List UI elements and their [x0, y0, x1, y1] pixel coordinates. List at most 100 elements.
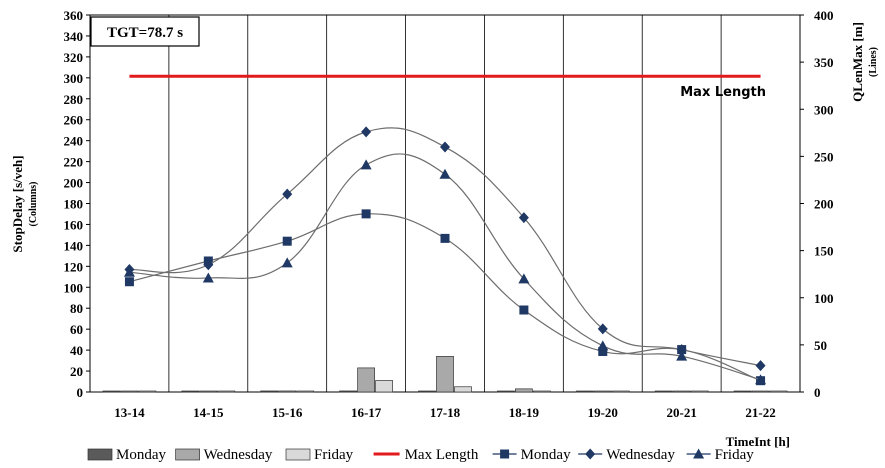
bar-series	[102, 356, 788, 393]
y-left-tick-label: 260	[64, 113, 84, 128]
legend-label: Wednesday	[606, 447, 675, 463]
x-tick-label: 20-21	[666, 405, 696, 420]
x-axis-title: TimeInt [h]	[726, 434, 790, 449]
bar-wednesday	[278, 390, 297, 393]
bar-monday	[654, 390, 673, 393]
x-tick-label: 18-19	[509, 405, 540, 420]
y-left-title: StopDelay [s/veh]	[10, 155, 25, 252]
point-wednesday	[597, 323, 608, 335]
legend-label: Max Length	[405, 447, 479, 463]
max-length-label: Max Length	[680, 85, 766, 100]
point-friday	[439, 168, 451, 179]
line-series	[123, 126, 767, 386]
y-left-tick-label: 0	[77, 385, 84, 400]
bar-friday	[611, 390, 630, 393]
point-friday	[518, 273, 530, 284]
point-monday	[124, 277, 134, 287]
y-left-tick-label: 20	[70, 364, 83, 379]
point-wednesday	[203, 259, 214, 271]
point-wednesday	[676, 344, 687, 356]
bar-wednesday	[751, 390, 770, 393]
x-tick-label: 14-15	[193, 405, 224, 420]
y-right-subtitle: (Lines)	[868, 47, 879, 77]
annotation-text: TGT=78.7 s	[107, 25, 183, 41]
legend: Monday Wednesday Friday Max Length Monday Wed…	[87, 447, 754, 463]
x-tick-label: 15-16	[272, 405, 303, 420]
legend-label: Monday	[521, 447, 571, 463]
point-wednesday	[518, 212, 529, 224]
point-monday	[598, 346, 608, 356]
point-friday	[123, 266, 135, 277]
x-tick-label: 13-14	[114, 405, 145, 420]
y-left-tick-label: 320	[64, 50, 84, 65]
bar-monday	[102, 390, 121, 393]
legend-marker-monday	[500, 449, 510, 459]
bar-monday	[733, 390, 752, 393]
y-right-tick-label: 150	[814, 244, 834, 259]
bar-monday	[497, 390, 515, 393]
bar-wednesday	[120, 390, 139, 393]
bar-monday	[418, 390, 436, 393]
y-left-subtitle: (Columns)	[28, 181, 39, 226]
y-left-tick-label: 180	[64, 197, 84, 212]
y-left-tick-label: 100	[64, 280, 84, 295]
bar-friday	[769, 390, 788, 393]
bar-monday	[575, 390, 594, 393]
bar-wednesday	[593, 390, 612, 393]
y-left-tick-label: 140	[64, 238, 84, 253]
y-right-tick-label: 200	[814, 197, 834, 212]
y-left-tick-label: 240	[64, 134, 84, 149]
bar-friday	[690, 390, 709, 393]
y-left-tick-label: 340	[64, 29, 84, 44]
point-monday	[519, 305, 529, 315]
bar-wednesday	[436, 356, 454, 393]
bar-friday	[533, 390, 551, 393]
point-wednesday	[361, 126, 372, 138]
y-right-tick-label: 350	[814, 55, 834, 70]
point-wednesday	[282, 188, 293, 200]
x-tick-label: 17-18	[430, 405, 461, 420]
bar-wednesday	[672, 390, 691, 393]
y-right-tick-label: 250	[814, 149, 834, 164]
bar-friday	[217, 390, 236, 393]
y-left-tick-label: 40	[70, 343, 83, 358]
axes: 0 20 40 60 80 100 120 140 160 180 200 220 240 260 280 3…	[64, 8, 834, 420]
legend-swatch-monday	[87, 448, 113, 461]
x-tick-label: 21-22	[745, 405, 775, 420]
y-left-tick-label: 80	[70, 301, 83, 316]
y-right-tick-label: 300	[814, 102, 834, 117]
bar-monday	[181, 390, 200, 393]
bar-monday	[339, 390, 357, 393]
bar-friday	[454, 386, 472, 393]
y-left-tick-label: 120	[64, 259, 84, 274]
y-left-tick-label: 60	[70, 322, 83, 337]
vertical-gridlines	[168, 15, 722, 392]
point-friday	[202, 272, 214, 283]
x-tick-label: 19-20	[588, 405, 618, 420]
y-left-tick-label: 360	[64, 8, 84, 23]
bar-friday	[375, 380, 393, 393]
legend-label: Wednesday	[204, 447, 273, 463]
point-wednesday	[440, 141, 450, 153]
bar-wednesday	[515, 388, 533, 393]
point-friday	[360, 159, 372, 170]
y-left-tick-label: 280	[64, 92, 84, 107]
y-left-tick-label: 300	[64, 71, 84, 86]
y-right-tick-label: 400	[814, 8, 834, 23]
point-monday	[440, 233, 450, 243]
point-friday	[676, 350, 688, 361]
y-right-title: QLenMax [m]	[850, 22, 865, 102]
y-left-tick-label: 220	[64, 155, 84, 170]
x-tick-label: 16-17	[351, 405, 382, 420]
point-wednesday	[755, 360, 766, 372]
y-right-tick-label: 50	[814, 338, 827, 353]
y-left-tick-label: 160	[64, 217, 84, 232]
legend-label: Friday	[314, 447, 354, 463]
point-friday	[281, 257, 293, 268]
annotation-box	[90, 16, 200, 47]
y-left-tick-label: 200	[64, 176, 84, 191]
bar-wednesday	[357, 367, 375, 393]
bar-monday	[260, 390, 279, 393]
legend-swatch-wednesday	[175, 448, 200, 461]
